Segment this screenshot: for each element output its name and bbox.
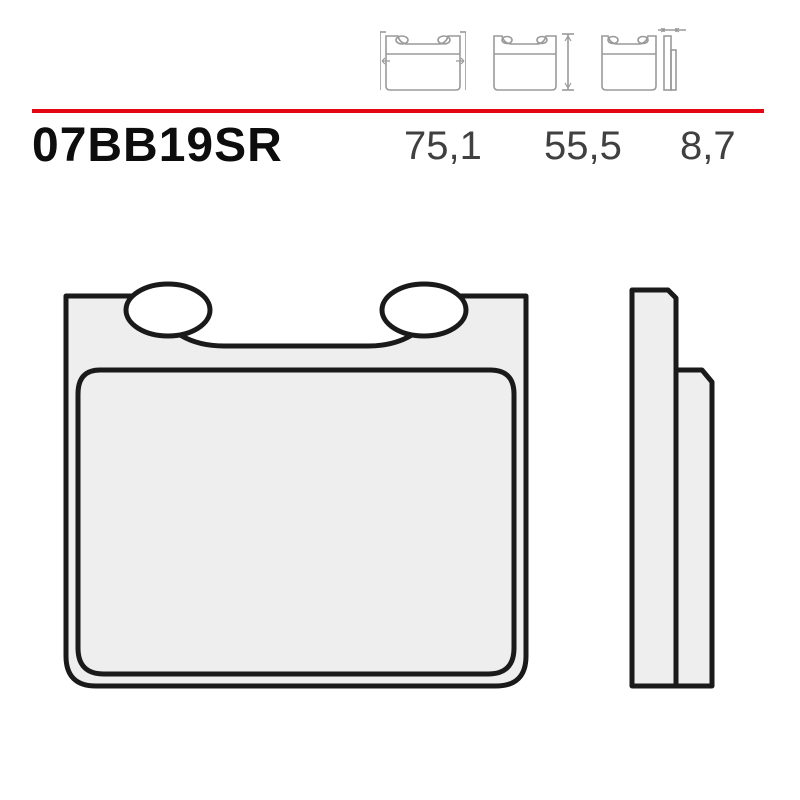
- front-view: [66, 284, 526, 686]
- technical-drawings: [56, 260, 746, 700]
- divider-line: [32, 100, 764, 104]
- pad-thickness-icon: [596, 28, 688, 92]
- part-number: 07BB19SR: [32, 118, 283, 173]
- dimension-width-value: 75,1: [404, 124, 482, 169]
- dimension-thickness-value: 8,7: [680, 124, 736, 169]
- pad-height-icon: [488, 28, 574, 92]
- diagram-canvas: 07BB19SR 75,1 55,5 8,7: [0, 0, 800, 800]
- dimension-height-value: 55,5: [544, 124, 622, 169]
- side-view: [632, 290, 712, 686]
- pad-width-icon: [380, 28, 466, 92]
- header-dimension-icons: [380, 28, 688, 92]
